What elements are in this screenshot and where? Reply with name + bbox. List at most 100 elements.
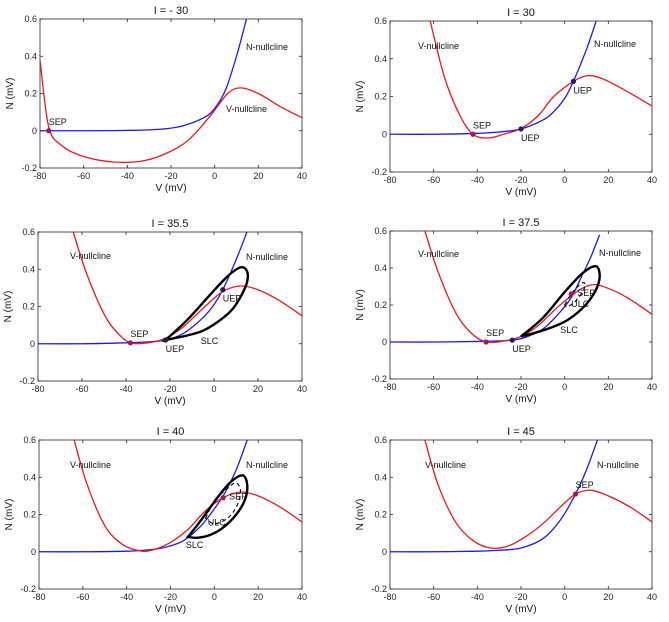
slc-label: SLC — [560, 325, 578, 335]
y-tick-label: 0.6 — [24, 14, 37, 24]
v-nullcline-curve — [429, 21, 652, 139]
x-tick-label: 40 — [297, 384, 307, 394]
n-nullcline-curve — [38, 232, 248, 345]
plot-area — [38, 232, 302, 345]
x-tick-label: -40 — [471, 382, 484, 392]
x-tick-label: -80 — [31, 384, 44, 394]
unstable-limit-cycle — [204, 482, 242, 525]
unstable-limit-cycle — [563, 282, 586, 308]
y-tick-label: -0.2 — [19, 376, 35, 386]
y-tick-label: 0.4 — [22, 264, 35, 274]
panel-1: I = - 30 -80 -60 -40 -20 0 20 40 -0.2 0 0.2 0.4 0.6 V… — [5, 5, 307, 194]
y-tick-label: 0 — [382, 129, 387, 139]
plot-area — [390, 21, 652, 139]
stable-limit-cycle — [161, 265, 250, 343]
x-tick-label: 0 — [562, 382, 567, 392]
sep-label: SEP — [130, 329, 148, 339]
y-tick-label: 0 — [382, 547, 387, 557]
x-tick-label: 20 — [603, 382, 613, 392]
x-tick-label: -60 — [427, 592, 440, 602]
uep-label: UEP — [573, 85, 592, 95]
n-nullcline-label: N-nullcline — [597, 460, 639, 470]
n-nullcline-label: N-nullcline — [594, 39, 636, 49]
n-nullcline-label: N-nullcline — [599, 248, 641, 258]
x-tick-label: 0 — [212, 592, 217, 602]
y-tick-label: 0 — [382, 337, 387, 347]
sep-label: SEP — [229, 492, 247, 502]
sep-label: SEP — [577, 288, 595, 298]
y-tick-label: 0 — [31, 547, 36, 557]
x-tick-label: 20 — [253, 592, 263, 602]
x-tick-label: -20 — [164, 171, 177, 181]
x-axis-label: V (mV) — [505, 394, 536, 405]
panel-6: I = 45 -80 -60 -40 -20 0 20 40 -0.2 0 0.2 0.4 0.6 V (… — [355, 426, 657, 615]
x-tick-label: 20 — [253, 171, 263, 181]
equilibrium-point — [568, 291, 574, 297]
y-tick-label: 0.4 — [374, 472, 387, 482]
x-tick-label: 40 — [647, 382, 657, 392]
x-axis-label: V (mV) — [155, 604, 186, 615]
plot-area — [390, 440, 652, 553]
y-tick-label: 0.2 — [374, 300, 387, 310]
v-nullcline-curve — [424, 231, 652, 344]
x-tick-label: -60 — [427, 382, 440, 392]
x-tick-label: -20 — [164, 592, 177, 602]
equilibrium-point — [163, 337, 169, 343]
sep-label: SEP — [576, 480, 594, 490]
stable-limit-cycle — [520, 264, 601, 338]
y-tick-label: 0.2 — [24, 89, 37, 99]
x-tick-label: -60 — [76, 592, 89, 602]
x-tick-label: 0 — [211, 384, 216, 394]
panel-5: I = 40 -80 -60 -40 -20 0 20 40 -0.2 0 0.2 0.4 0.6 V (… — [4, 426, 307, 615]
x-tick-label: -60 — [77, 171, 90, 181]
y-tick-label: 0.4 — [374, 54, 387, 64]
x-axis-label: V (mV) — [505, 187, 536, 198]
v-nullcline-curve — [72, 232, 302, 345]
x-tick-label: -20 — [514, 175, 527, 185]
y-tick-label: -0.2 — [371, 584, 387, 594]
n-nullcline-curve — [390, 21, 597, 135]
v-nullcline-label: V-nullcline — [226, 104, 267, 114]
sep-label: SEP — [473, 120, 491, 130]
chart-title: I = 35.5 — [151, 218, 188, 230]
y-tick-label: 0.2 — [374, 510, 387, 520]
n-nullcline-curve — [39, 440, 248, 553]
x-tick-label: -80 — [383, 592, 396, 602]
plot-area — [390, 231, 652, 344]
equilibrium-point — [46, 128, 52, 134]
v-nullcline-curve — [40, 59, 302, 164]
x-axis-label: V (mV) — [505, 604, 536, 615]
y-tick-label: 0.6 — [22, 227, 35, 237]
plot-area — [40, 19, 302, 164]
equilibrium-point — [127, 340, 133, 346]
y-tick-label: 0.4 — [374, 263, 387, 273]
x-tick-label: -80 — [32, 592, 45, 602]
equilibrium-point — [509, 337, 515, 343]
y-tick-label: 0.2 — [23, 510, 36, 520]
y-tick-label: 0.2 — [22, 302, 35, 312]
slc-label: SLC — [201, 336, 219, 346]
n-nullcline-label: N-nullcline — [246, 42, 288, 52]
y-tick-label: 0.6 — [374, 226, 387, 236]
panel-4: I = 37.5 -80 -60 -40 -20 0 20 40 -0.2 0 0.2 0.4 0.6 V… — [355, 217, 657, 405]
y-tick-label: -0.2 — [371, 374, 387, 384]
equilibrium-point — [220, 287, 226, 293]
equilibrium-point — [220, 495, 226, 501]
x-tick-label: -40 — [119, 384, 132, 394]
n-nullcline-curve — [390, 440, 599, 553]
plot-area — [39, 440, 302, 553]
v-nullcline-label: V-nullcline — [70, 251, 111, 261]
slc-label: SLC — [186, 540, 204, 550]
x-tick-label: -40 — [471, 592, 484, 602]
x-tick-label: 40 — [297, 592, 307, 602]
v-nullcline-label: V-nullcline — [425, 460, 466, 470]
x-tick-label: 40 — [297, 171, 307, 181]
y-axis-label: N (mV) — [355, 81, 366, 113]
y-axis-label: N (mV) — [5, 78, 16, 110]
x-tick-label: -80 — [33, 171, 46, 181]
y-tick-label: -0.2 — [20, 584, 36, 594]
x-axis-label: V (mV) — [154, 396, 185, 407]
y-tick-label: -0.2 — [21, 163, 37, 173]
v-nullcline-label: V-nullcline — [418, 249, 459, 259]
